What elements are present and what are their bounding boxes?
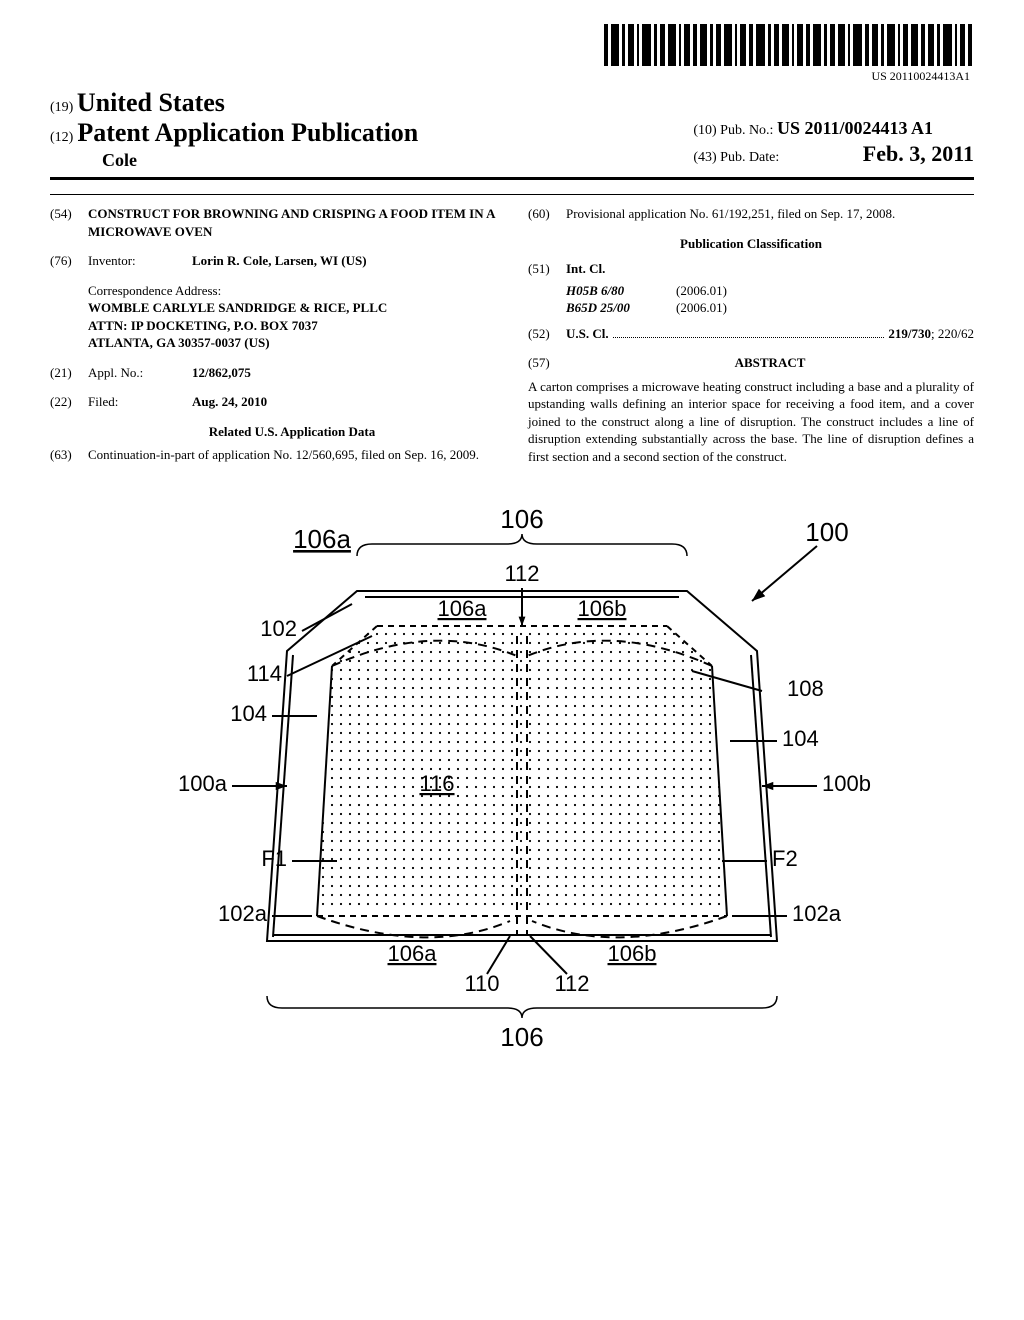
corr-line-3: ATLANTA, GA 30357-0037 (US): [88, 334, 496, 352]
svg-text:100b: 100b: [822, 771, 871, 796]
barcode-label: US 20110024413A1: [50, 69, 970, 84]
related-heading: Related U.S. Application Data: [88, 423, 496, 441]
header-left: (19) United States (12) Patent Applicati…: [50, 88, 418, 171]
svg-text:F2: F2: [772, 846, 798, 871]
applno-code: (21): [50, 364, 88, 382]
svg-text:104: 104: [782, 726, 819, 751]
abstract-heading-row: (57) ABSTRACT: [528, 354, 974, 372]
title-field: (54) CONSTRUCT FOR BROWNING AND CRISPING…: [50, 205, 496, 240]
svg-text:100a: 100a: [178, 771, 228, 796]
uscl-code: (52): [528, 325, 566, 343]
svg-text:106b: 106b: [608, 941, 657, 966]
cont-text: Continuation-in-part of application No. …: [88, 446, 496, 464]
svg-text:110: 110: [464, 971, 499, 996]
pubno-label: Pub. No.:: [720, 123, 773, 138]
svg-text:106a: 106a: [438, 596, 488, 621]
continuation-field: (63) Continuation-in-part of application…: [50, 446, 496, 464]
provisional-field: (60) Provisional application No. 61/192,…: [528, 205, 974, 223]
svg-text:100: 100: [805, 517, 848, 547]
author-name: Cole: [102, 150, 418, 171]
svg-text:106a: 106a: [388, 941, 438, 966]
filed-label: Filed:: [88, 393, 192, 411]
intcl-symbol: B65D 25/00: [566, 299, 676, 317]
pubno-value: US 2011/0024413 A1: [777, 118, 933, 138]
abstract-label: ABSTRACT: [566, 354, 974, 372]
pubdate-code: (43): [693, 150, 716, 165]
uscl-rest: ; 220/62: [931, 326, 974, 341]
svg-text:102: 102: [260, 616, 297, 641]
pub-class-heading: Publication Classification: [528, 235, 974, 253]
uscl-value: 219/730; 220/62: [888, 325, 974, 343]
filed-code: (22): [50, 393, 88, 411]
prov-code: (60): [528, 205, 566, 223]
inventor-value: Lorin R. Cole, Larsen, WI (US): [192, 252, 496, 270]
intcl-code: (51): [528, 260, 566, 278]
svg-text:102a: 102a: [792, 901, 842, 926]
header-right: (10) Pub. No.: US 2011/0024413 A1 (43) P…: [693, 118, 974, 171]
uscl-bold: 219/730: [888, 326, 931, 341]
divider-thin: [50, 194, 974, 195]
uscl-field: (52) U.S. Cl. 219/730; 220/62: [528, 325, 974, 343]
svg-text:106: 106: [500, 1022, 543, 1052]
left-column: (54) CONSTRUCT FOR BROWNING AND CRISPING…: [50, 205, 496, 466]
uscl-label: U.S. Cl.: [566, 325, 609, 343]
abstract-code: (57): [528, 354, 566, 372]
applno-field: (21) Appl. No.: 12/862,075: [50, 364, 496, 382]
svg-text:F1: F1: [261, 846, 287, 871]
svg-text:106a: 106a: [293, 524, 351, 554]
bibliographic-columns: (54) CONSTRUCT FOR BROWNING AND CRISPING…: [50, 205, 974, 466]
svg-text:114: 114: [247, 661, 282, 686]
svg-text:112: 112: [554, 971, 589, 996]
applno-label: Appl. No.:: [88, 364, 192, 382]
country-name: United States: [77, 88, 225, 117]
intcl-date: (2006.01): [676, 282, 727, 300]
pub-type-title: Patent Application Publication: [77, 118, 418, 147]
patent-figure: 106 106a 100 112 106a 106b 102 114 104 108 104 100a…: [50, 496, 974, 1071]
intcl-label: Int. Cl.: [566, 260, 974, 278]
intcl-symbol: H05B 6/80: [566, 282, 676, 300]
divider-thick: [50, 177, 974, 180]
pub-type-code: (12): [50, 130, 73, 145]
svg-text:108: 108: [787, 676, 824, 701]
intcl-list: H05B 6/80 (2006.01) B65D 25/00 (2006.01): [566, 282, 974, 317]
filed-field: (22) Filed: Aug. 24, 2010: [50, 393, 496, 411]
corr-line-2: ATTN: IP DOCKETING, P.O. BOX 7037: [88, 317, 496, 335]
abstract-text: A carton comprises a microwave heating c…: [528, 378, 974, 466]
intcl-field: (51) Int. Cl.: [528, 260, 974, 278]
pubno-code: (10): [693, 123, 716, 138]
intcl-date: (2006.01): [676, 299, 727, 317]
intcl-row: H05B 6/80 (2006.01): [566, 282, 974, 300]
barcode-region: US 20110024413A1: [50, 24, 974, 84]
intcl-row: B65D 25/00 (2006.01): [566, 299, 974, 317]
title-code: (54): [50, 205, 88, 240]
svg-text:106b: 106b: [578, 596, 627, 621]
prov-text: Provisional application No. 61/192,251, …: [566, 205, 974, 223]
pubdate-value: Feb. 3, 2011: [863, 141, 974, 166]
svg-text:116: 116: [419, 771, 454, 796]
title-value: CONSTRUCT FOR BROWNING AND CRISPING A FO…: [88, 205, 496, 240]
document-header: (19) United States (12) Patent Applicati…: [50, 88, 974, 171]
uscl-dots: [613, 337, 885, 338]
applno-value: 12/862,075: [192, 364, 496, 382]
svg-text:112: 112: [504, 561, 539, 586]
inventor-field: (76) Inventor: Lorin R. Cole, Larsen, WI…: [50, 252, 496, 270]
inventor-code: (76): [50, 252, 88, 270]
corr-line-1: WOMBLE CARLYLE SANDRIDGE & RICE, PLLC: [88, 299, 496, 317]
barcode: [604, 24, 974, 66]
svg-text:106: 106: [500, 504, 543, 534]
right-column: (60) Provisional application No. 61/192,…: [528, 205, 974, 466]
svg-text:102a: 102a: [218, 901, 268, 926]
filed-value: Aug. 24, 2010: [192, 393, 496, 411]
pubdate-label: Pub. Date:: [720, 150, 779, 165]
cont-code: (63): [50, 446, 88, 464]
country-code: (19): [50, 100, 73, 115]
svg-text:104: 104: [230, 701, 267, 726]
inventor-label: Inventor:: [88, 252, 192, 270]
corr-label: Correspondence Address:: [88, 282, 496, 300]
correspondence-address: Correspondence Address: WOMBLE CARLYLE S…: [88, 282, 496, 352]
figure-svg: 106 106a 100 112 106a 106b 102 114 104 108 104 100a…: [132, 496, 892, 1066]
